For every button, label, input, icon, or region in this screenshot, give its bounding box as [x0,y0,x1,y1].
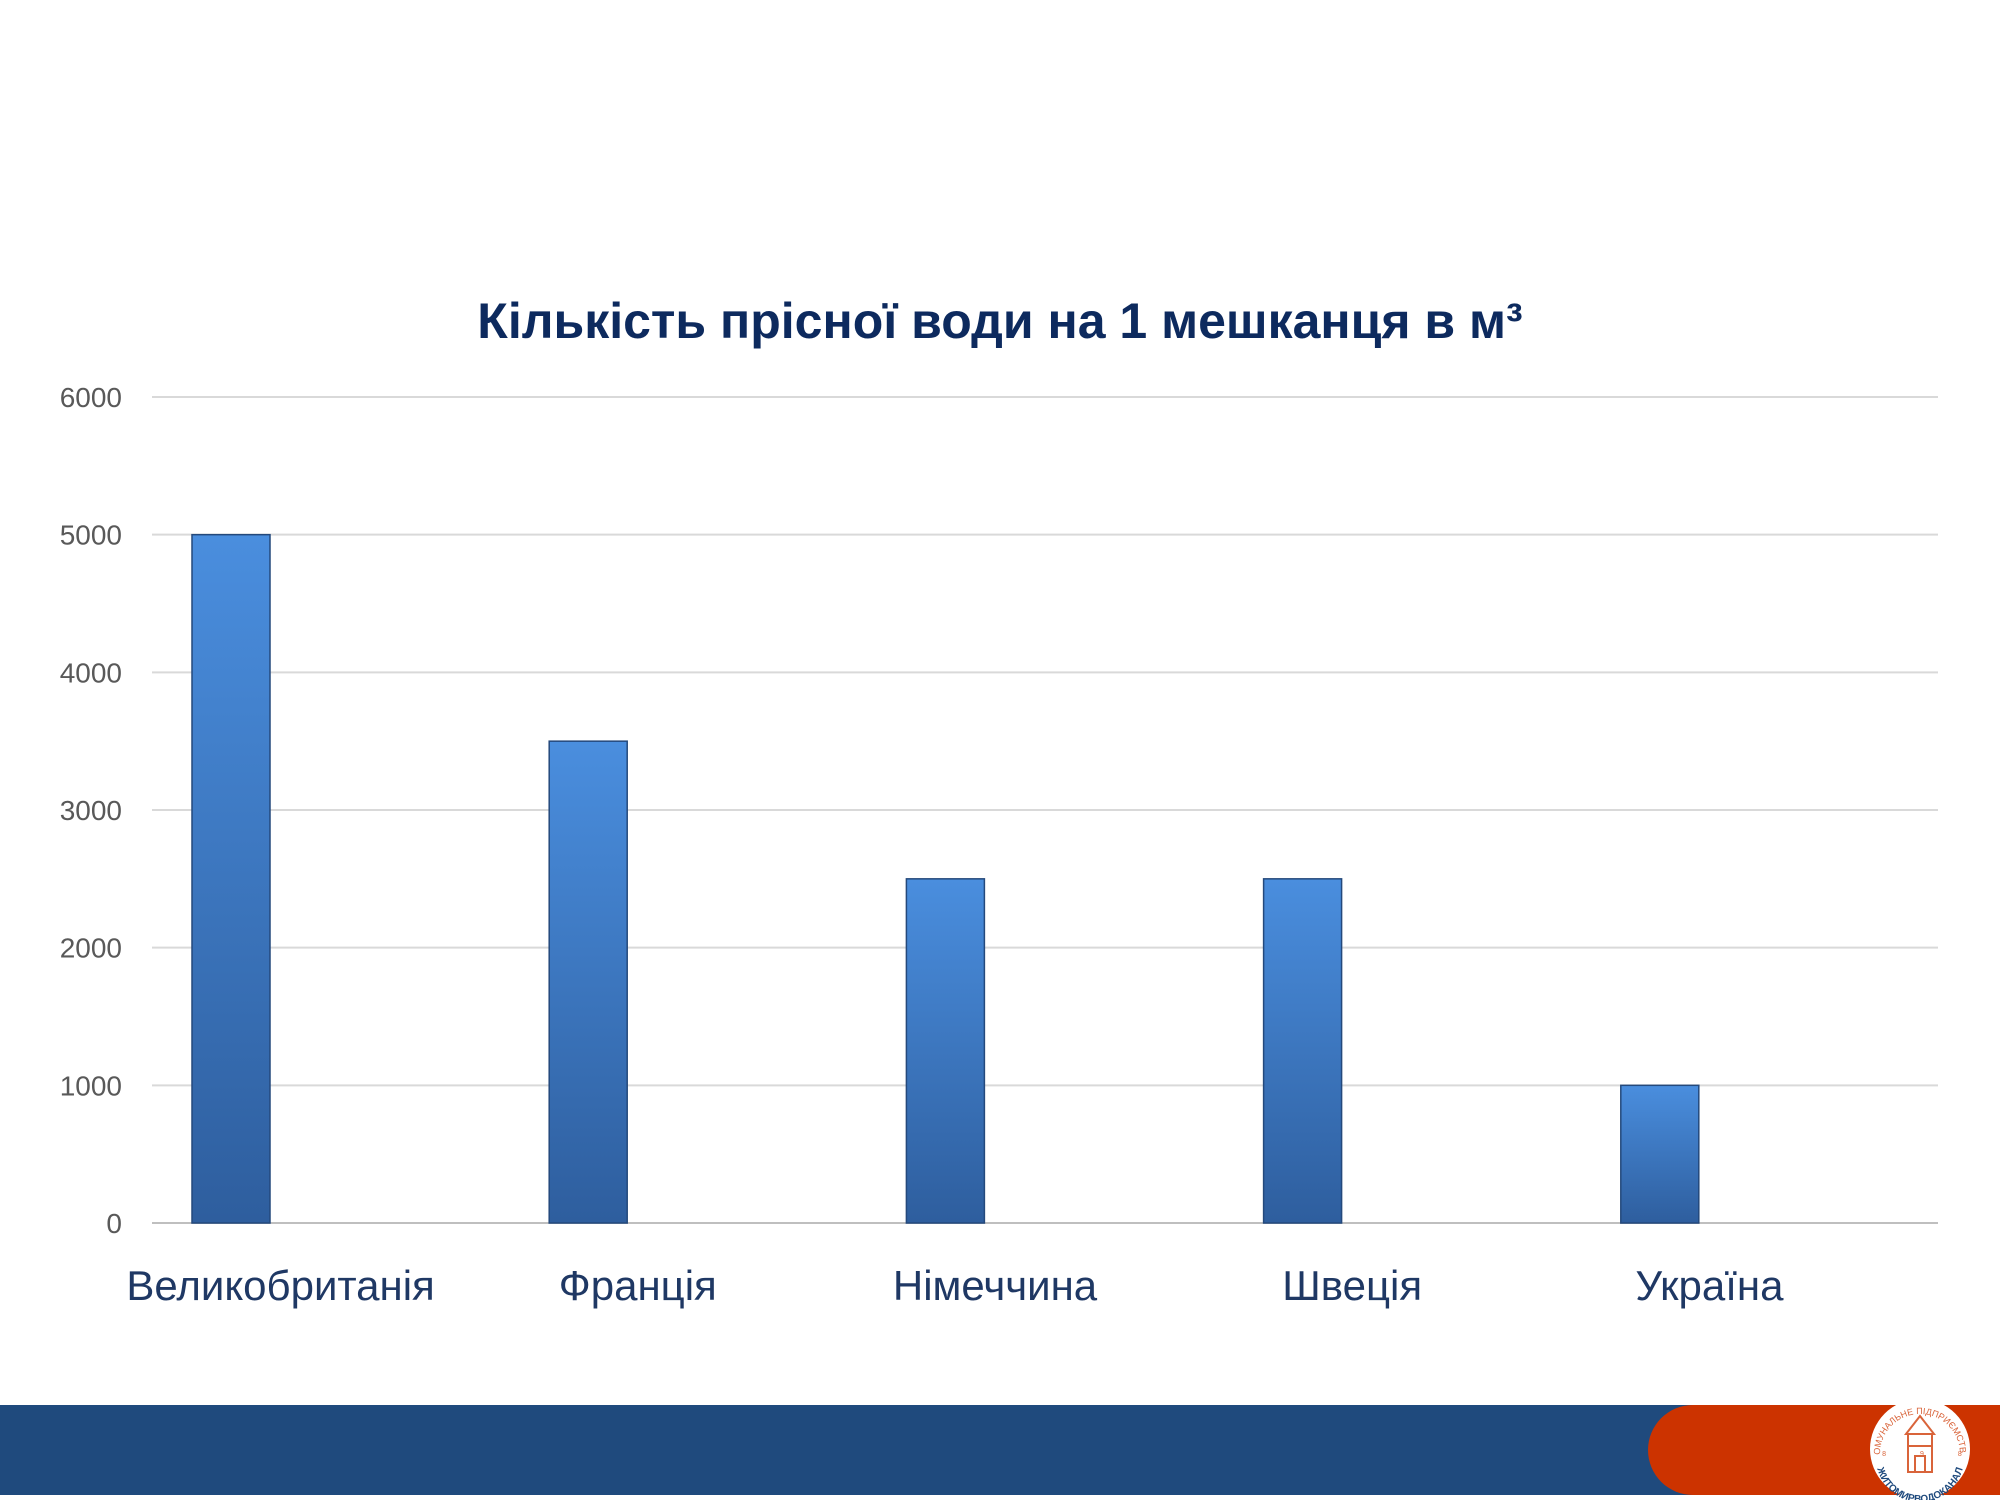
y-tick-label: 0 [106,1208,122,1239]
y-tick-label: 2000 [60,933,122,964]
bar-chart: Кількість прісної води на 1 мешканця в м… [60,293,1938,1309]
y-tick-label: 1000 [60,1070,122,1101]
gridlines [152,396,1938,1224]
y-axis-ticks: 0 1000 2000 3000 4000 5000 6000 [60,382,122,1239]
y-tick-label: 6000 [60,382,122,413]
bar-1 [548,740,628,1224]
y-tick-label: 5000 [60,520,122,551]
y-tick-label: 4000 [60,657,122,688]
x-category-label: Великобританія [126,1262,434,1309]
bar-3 [1262,878,1343,1224]
bars [191,533,1700,1224]
bar-2 [905,878,986,1224]
x-category-label: Франція [559,1262,717,1309]
logo-tower-icon [1903,1414,1937,1473]
x-category-label: Німеччина [893,1262,1098,1309]
logo-year: 1898 [1850,1451,1990,1458]
y-tick-label: 3000 [60,795,122,826]
bar-4 [1620,1084,1700,1224]
x-axis-labels: Великобританія Франція Німеччина Швеція Укра… [126,1262,1784,1309]
bar-0 [191,533,271,1224]
chart-title: Кількість прісної води на 1 мешканця в м… [477,293,1522,349]
x-category-label: Швеція [1282,1262,1422,1309]
company-logo: КОМУНАЛЬНЕ ПІДПРИЄМСТВО ЖИТОМИРВОДОКАНАЛ… [1850,1398,1990,1500]
x-category-label: Україна [1635,1262,1784,1309]
